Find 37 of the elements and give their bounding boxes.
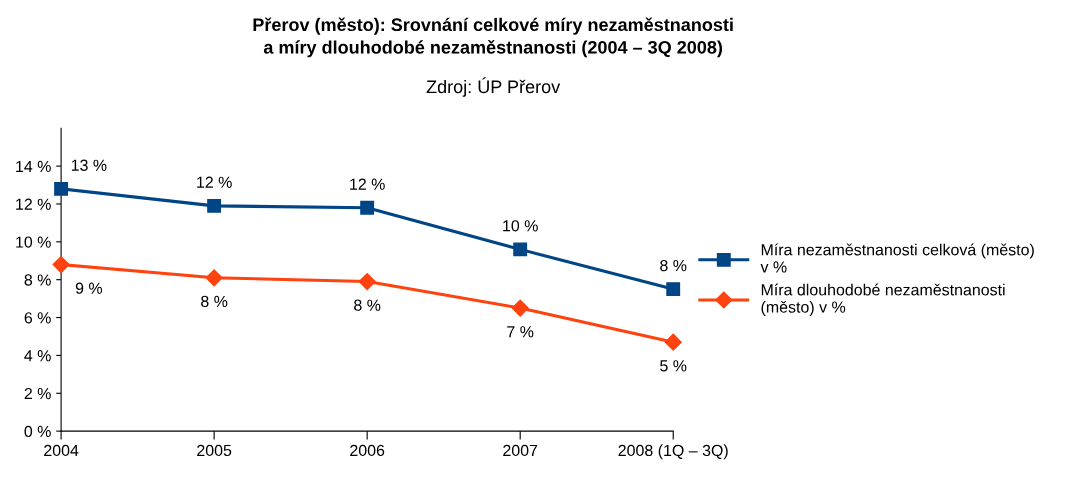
x-tick-label: 2004 [44,444,79,457]
point [664,333,682,351]
y-tick-label: 10 % [16,236,51,248]
x-tick-label: 2008 (1Q – 3Q) [618,444,728,460]
data-label: 10 % [503,220,538,232]
point [513,242,528,257]
y-tick-label: 14 % [16,160,51,172]
point [666,282,681,297]
data-label: 9 % [75,282,103,294]
x-tick-label: 2006 [350,444,385,457]
data-label: 8 % [660,259,687,272]
point [205,269,223,287]
legend-label: Míra dlouhodobé nezaměstnanosti (město) v % [761,283,1005,316]
data-label: 13 % [71,159,107,171]
y-tick-label: 2 % [24,387,51,400]
data-label: 8 % [201,295,228,308]
y-tick-label: 6 % [24,312,51,324]
point [358,273,376,291]
data-label: 12 % [350,178,385,190]
data-label: 7 % [507,326,534,338]
y-tick-label: 8 % [24,274,51,286]
y-tick-label: 0 % [24,425,51,438]
y-tick-label: 12 % [16,198,51,210]
y-tick-label: 4 % [24,350,51,362]
x-tick-label: 2005 [197,444,232,457]
data-label: 12 % [197,176,232,188]
chart-subtitle: Zdroj: ÚP Přerov [426,77,561,97]
point [511,299,529,317]
x-tick-label: 2007 [503,444,538,457]
legend-label: Míra nezaměstnanosti celková (město) v % [760,243,1034,273]
point [207,198,222,213]
point [54,181,69,196]
point [52,255,70,274]
point [360,200,375,215]
chart-title: Přerov (město): Srovnání celkové míry nezaměstnanosti a míry dlouhodobé nezaměstnanosti (2004 – 3Q 2008) [253,17,733,58]
data-label: 8 % [354,299,381,311]
data-label: 5 % [660,360,687,372]
